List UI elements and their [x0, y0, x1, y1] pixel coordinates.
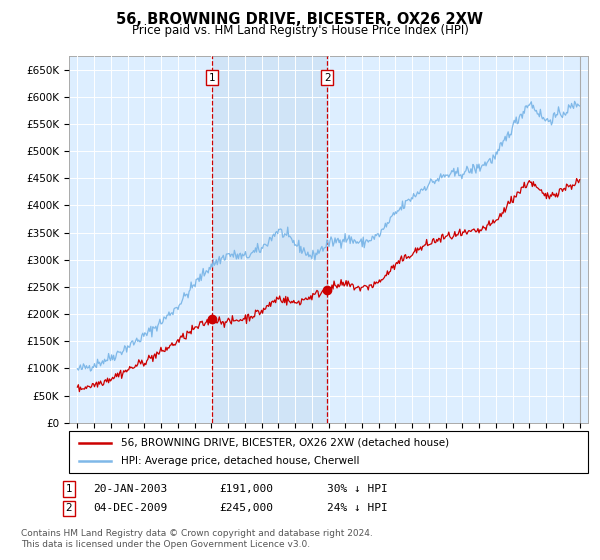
Text: 2: 2: [324, 73, 331, 83]
Text: 2: 2: [65, 503, 73, 514]
Bar: [212, 56, 327, 423]
Text: £191,000: £191,000: [219, 484, 273, 494]
Text: 04-DEC-2009: 04-DEC-2009: [93, 503, 167, 514]
Text: Price paid vs. HM Land Registry's House Price Index (HPI): Price paid vs. HM Land Registry's House …: [131, 24, 469, 36]
Text: Contains HM Land Registry data © Crown copyright and database right 2024.
This d: Contains HM Land Registry data © Crown c…: [21, 529, 373, 549]
Text: 56, BROWNING DRIVE, BICESTER, OX26 2XW (detached house): 56, BROWNING DRIVE, BICESTER, OX26 2XW (…: [121, 438, 449, 448]
Text: £245,000: £245,000: [219, 503, 273, 514]
FancyBboxPatch shape: [69, 431, 588, 473]
Text: 56, BROWNING DRIVE, BICESTER, OX26 2XW: 56, BROWNING DRIVE, BICESTER, OX26 2XW: [116, 12, 484, 27]
Text: 1: 1: [65, 484, 73, 494]
Text: HPI: Average price, detached house, Cherwell: HPI: Average price, detached house, Cher…: [121, 456, 359, 466]
Text: 30% ↓ HPI: 30% ↓ HPI: [327, 484, 388, 494]
Text: 24% ↓ HPI: 24% ↓ HPI: [327, 503, 388, 514]
Text: 1: 1: [209, 73, 215, 83]
Text: 20-JAN-2003: 20-JAN-2003: [93, 484, 167, 494]
